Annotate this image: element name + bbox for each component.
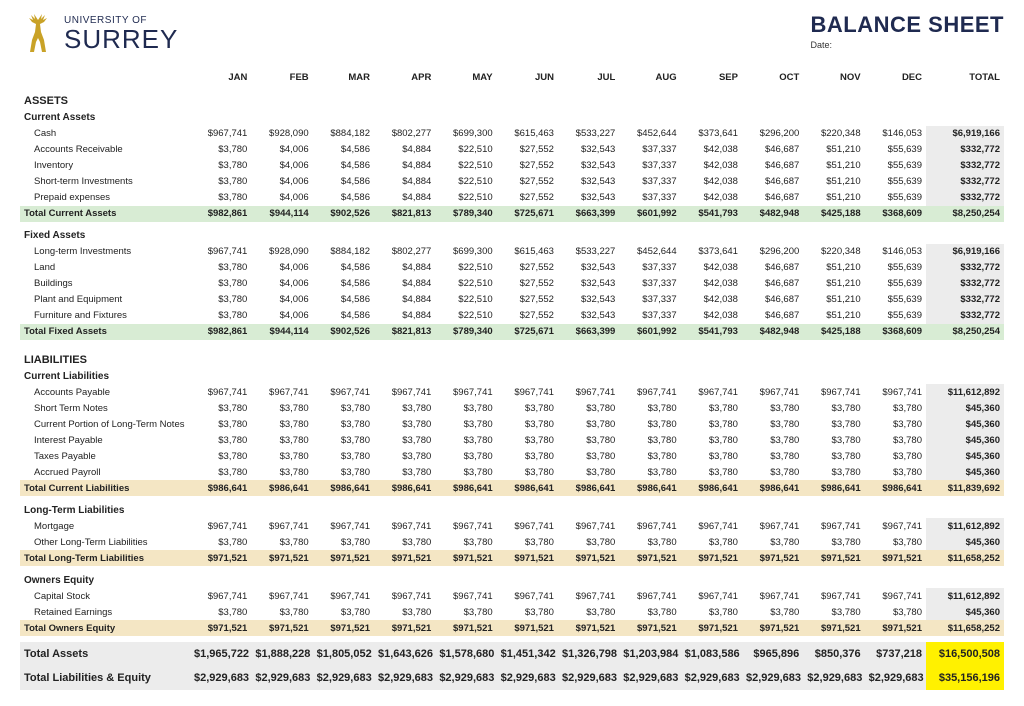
table-row: Current Assets xyxy=(20,110,1004,126)
month-header-row: JAN FEB MAR APR MAY JUN JUL AUG SEP OCT … xyxy=(20,62,1004,87)
table-row: Long-Term Liabilities xyxy=(20,502,1004,518)
table-row: Total Current Assets$982,861$944,114$902… xyxy=(20,206,1004,222)
col-oct: OCT xyxy=(742,62,803,87)
report-title: BALANCE SHEET xyxy=(810,12,1004,38)
col-apr: APR xyxy=(374,62,435,87)
table-row: Land$3,780$4,006$4,586$4,884$22,510$27,5… xyxy=(20,260,1004,276)
table-row: Current Portion of Long-Term Notes$3,780… xyxy=(20,416,1004,432)
table-row: Short-term Investments$3,780$4,006$4,586… xyxy=(20,174,1004,190)
table-row: Total Owners Equity$971,521$971,521$971,… xyxy=(20,620,1004,636)
table-row: Short Term Notes$3,780$3,780$3,780$3,780… xyxy=(20,400,1004,416)
table-row: Cash$967,741$928,090$884,182$802,277$699… xyxy=(20,126,1004,142)
table-row: Mortgage$967,741$967,741$967,741$967,741… xyxy=(20,518,1004,534)
table-row: Furniture and Fixtures$3,780$4,006$4,586… xyxy=(20,308,1004,324)
table-row: Current Liabilities xyxy=(20,368,1004,384)
table-row: Total Liabilities & Equity$2,929,683$2,9… xyxy=(20,666,1004,690)
table-row: Prepaid expenses$3,780$4,006$4,586$4,884… xyxy=(20,190,1004,206)
col-jan: JAN xyxy=(190,62,251,87)
report-header: UNIVERSITY OF SURREY BALANCE SHEET Date: xyxy=(20,12,1004,56)
col-jun: JUN xyxy=(497,62,558,87)
table-row: Total Assets$1,965,722$1,888,228$1,805,0… xyxy=(20,642,1004,666)
col-may: MAY xyxy=(435,62,496,87)
table-row: Accrued Payroll$3,780$3,780$3,780$3,780$… xyxy=(20,464,1004,480)
report-date-label: Date: xyxy=(810,40,1004,50)
table-row: Capital Stock$967,741$967,741$967,741$96… xyxy=(20,588,1004,604)
table-row: Other Long-Term Liabilities$3,780$3,780$… xyxy=(20,534,1004,550)
table-row: Fixed Assets xyxy=(20,228,1004,244)
table-row: Interest Payable$3,780$3,780$3,780$3,780… xyxy=(20,432,1004,448)
col-jul: JUL xyxy=(558,62,619,87)
table-row: Buildings$3,780$4,006$4,586$4,884$22,510… xyxy=(20,276,1004,292)
table-row: Long-term Investments$967,741$928,090$88… xyxy=(20,244,1004,260)
balance-sheet-table: JAN FEB MAR APR MAY JUN JUL AUG SEP OCT … xyxy=(20,62,1004,690)
col-aug: AUG xyxy=(619,62,680,87)
org-name: SURREY xyxy=(64,26,178,52)
table-row: Total Current Liabilities$986,641$986,64… xyxy=(20,480,1004,496)
col-total: TOTAL xyxy=(926,62,1004,87)
table-row: Total Long-Term Liabilities$971,521$971,… xyxy=(20,550,1004,566)
col-nov: NOV xyxy=(803,62,864,87)
stag-icon xyxy=(20,12,56,56)
table-row: LIABILITIES xyxy=(20,346,1004,369)
table-row: Accounts Payable$967,741$967,741$967,741… xyxy=(20,384,1004,400)
col-sep: SEP xyxy=(681,62,742,87)
col-feb: FEB xyxy=(251,62,312,87)
col-mar: MAR xyxy=(313,62,374,87)
table-row: Taxes Payable$3,780$3,780$3,780$3,780$3,… xyxy=(20,448,1004,464)
col-dec: DEC xyxy=(865,62,926,87)
table-row: Plant and Equipment$3,780$4,006$4,586$4,… xyxy=(20,292,1004,308)
table-row: ASSETS xyxy=(20,87,1004,110)
table-row: Owners Equity xyxy=(20,572,1004,588)
table-row: Accounts Receivable$3,780$4,006$4,586$4,… xyxy=(20,142,1004,158)
table-row: Retained Earnings$3,780$3,780$3,780$3,78… xyxy=(20,604,1004,620)
table-row: Total Fixed Assets$982,861$944,114$902,5… xyxy=(20,324,1004,340)
org-logo-block: UNIVERSITY OF SURREY xyxy=(20,12,178,56)
table-row: Inventory$3,780$4,006$4,586$4,884$22,510… xyxy=(20,158,1004,174)
